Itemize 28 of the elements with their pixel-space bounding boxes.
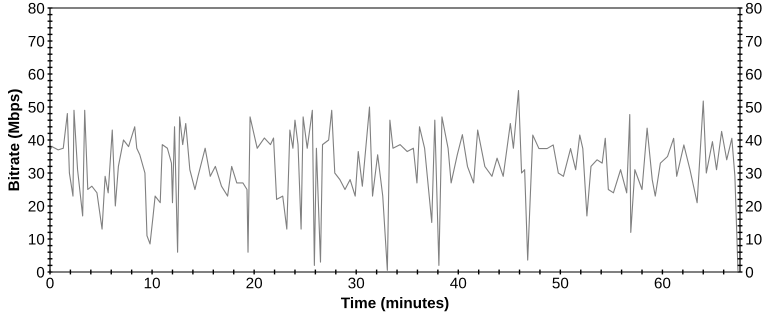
y2-tick-label: 80 [746, 2, 762, 14]
y2-tick-label: 0 [746, 266, 754, 278]
y-tick-label: 0 [36, 266, 44, 278]
x-tick-label: 30 [348, 278, 364, 288]
y2-tick-label: 10 [746, 234, 762, 245]
x-tick-label: 40 [450, 278, 466, 288]
y-tick-label: 40 [28, 134, 44, 146]
y2-tick-label: 20 [746, 200, 762, 212]
x-tick-label: 60 [654, 278, 670, 288]
y-tick-label: 20 [28, 200, 44, 212]
y2-tick-label: 30 [746, 168, 762, 179]
x-tick-label: 10 [144, 278, 160, 288]
y-tick-label: 50 [28, 102, 44, 113]
y2-tick-label: 60 [746, 68, 762, 80]
y2-tick-label: 70 [746, 36, 762, 47]
line-series [50, 90, 739, 271]
y2-tick-label: 50 [746, 102, 762, 113]
y-tick-label: 80 [28, 2, 44, 14]
y2-tick-label: 40 [746, 134, 762, 146]
x-axis-title: Time (minutes) [340, 297, 448, 312]
y-axis-title: Bitrate (Mbps) [8, 89, 22, 190]
y-tick-label: 10 [28, 234, 44, 245]
y-tick-label: 70 [28, 36, 44, 47]
y-tick-label: 60 [28, 68, 44, 80]
y-tick-label: 30 [28, 168, 44, 179]
x-tick-label: 20 [246, 278, 262, 288]
x-tick-label: 50 [552, 278, 568, 288]
x-tick-label: 0 [46, 278, 54, 288]
